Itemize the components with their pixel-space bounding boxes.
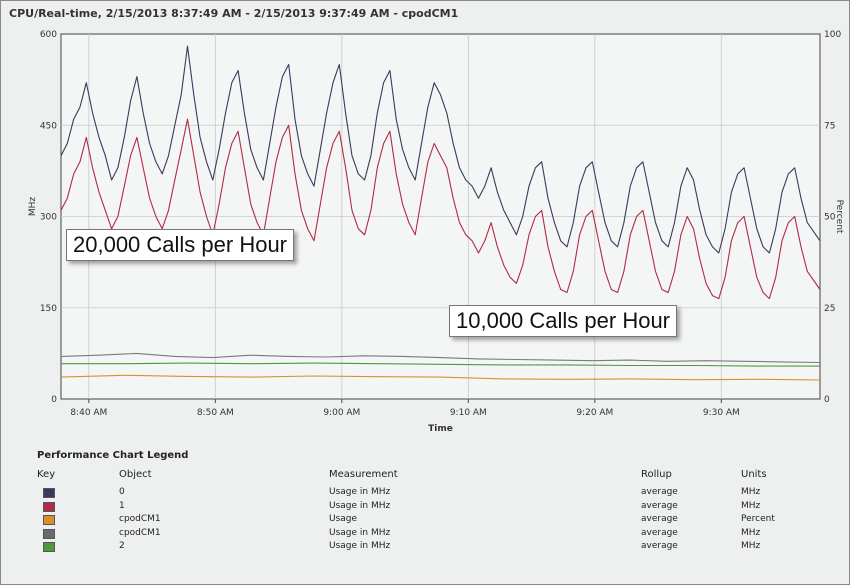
legend-header-units: Units [741,469,767,480]
legend-rollup: average [641,527,678,538]
legend-rollup: average [641,541,678,551]
legend-header-object: Object [119,469,152,480]
legend-row: cpodCM1 Usage in MHz average MHz [37,528,837,541]
legend-header-measurement: Measurement [329,469,398,480]
legend-row: cpodCM1 Usage average Percent [37,514,837,527]
x-axis-label: Time [428,424,453,434]
legend-object: 1 [119,500,125,511]
x-tick-label: 8:50 AM [197,408,234,418]
y-tick-label-left: 300 [40,213,57,223]
legend-measurement: Usage in MHz [329,541,391,551]
legend-swatch [43,528,55,539]
legend-rollup: average [641,514,678,524]
legend-swatch [43,501,55,512]
legend-measurement: Usage in MHz [329,487,391,497]
legend-object: 2 [119,541,125,551]
legend-units: MHz [741,487,761,497]
legend-rollup: average [641,500,678,511]
legend-row: 1 Usage in MHz average MHz [37,501,837,514]
legend-units: Percent [741,514,775,524]
x-tick-label: 9:20 AM [576,408,613,418]
legend-header-rollup: Rollup [641,469,672,480]
legend-rollup: average [641,487,678,497]
series-line-cpodCM1 [60,374,821,381]
y-tick-label-right: 50 [824,213,836,223]
annotation-10000-calls: 10,000 Calls per Hour [449,305,678,337]
chart-title: CPU/Real-time, 2/15/2013 8:37:49 AM - 2/… [9,7,459,20]
y-tick-label-left: 600 [40,30,57,40]
legend-swatch [43,542,55,552]
series-line-0 [60,45,821,254]
legend-units: MHz [741,500,761,511]
legend-row: 2 Usage in MHz average MHz [37,541,837,554]
series-line-2 [61,362,820,367]
y-tick-label-right: 25 [824,304,835,314]
legend-swatch [43,515,55,525]
legend-object: cpodCM1 [119,527,161,538]
legend-measurement: Usage in MHz [329,500,391,511]
legend-row: 0 Usage in MHz average MHz [37,487,837,500]
y-tick-label-left: 0 [51,395,57,405]
x-tick-label: 9:10 AM [450,408,487,418]
legend-title: Performance Chart Legend [37,450,189,461]
y-axis-label-right: Percent [834,200,844,234]
legend-object: 0 [119,487,125,497]
annotation-20000-calls: 20,000 Calls per Hour [66,229,295,261]
x-tick-label: 8:40 AM [70,408,107,418]
y-tick-label-right: 75 [824,121,835,131]
legend-measurement: Usage in MHz [329,527,391,538]
legend-units: MHz [741,527,761,538]
y-tick-label-right: 0 [824,395,830,405]
y-tick-label-left: 150 [40,304,57,314]
legend-units: MHz [741,541,761,551]
series-line-cpodCM1 [60,352,821,364]
legend-object: cpodCM1 [119,514,161,524]
series-line-1 [60,118,821,300]
x-tick-label: 9:00 AM [323,408,360,418]
legend-swatch [43,488,55,498]
legend-header-key: Key [37,469,56,480]
performance-chart: 600 450 300 150 0 100 75 50 25 0 8:40 AM 8:50 AM 9:0… [28,30,844,434]
x-tick-label: 9:30 AM [703,408,740,418]
y-axis-label-left: MHz [28,197,38,217]
chart-legend: Performance Chart Legend Key Object Meas… [37,450,837,570]
legend-measurement: Usage [329,514,358,524]
y-tick-label-left: 450 [40,121,57,131]
y-tick-label-right: 100 [824,30,841,40]
